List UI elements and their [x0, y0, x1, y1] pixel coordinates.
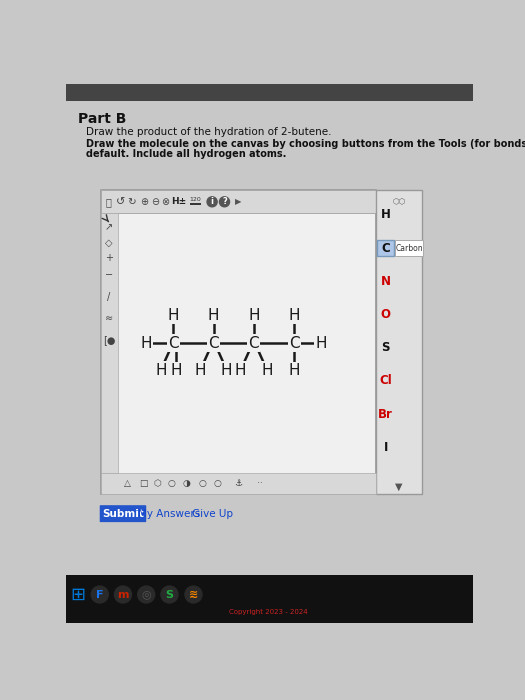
Text: ⊞: ⊞ [70, 585, 86, 603]
Text: ↺: ↺ [116, 197, 125, 206]
Text: H: H [208, 308, 219, 323]
Text: ⚓: ⚓ [234, 479, 243, 488]
Text: H: H [248, 308, 259, 323]
Text: ◑: ◑ [183, 479, 191, 488]
Text: Draw the product of the hydration of 2-butene.: Draw the product of the hydration of 2-b… [86, 127, 331, 137]
Text: m: m [117, 589, 129, 599]
FancyBboxPatch shape [100, 214, 118, 473]
FancyBboxPatch shape [100, 190, 375, 494]
Text: Part B: Part B [78, 113, 127, 127]
Text: C: C [248, 335, 259, 351]
Circle shape [185, 586, 202, 603]
Text: Submit: Submit [102, 509, 144, 519]
Text: △: △ [124, 479, 131, 488]
Text: default. Include all hydrogen atoms.: default. Include all hydrogen atoms. [86, 148, 286, 159]
Text: H: H [221, 363, 233, 377]
Text: Draw the molecule on the canvas by choosing buttons from the Tools (for bonds), : Draw the molecule on the canvas by choos… [86, 139, 525, 148]
Text: ◇: ◇ [106, 237, 113, 248]
Circle shape [114, 586, 131, 603]
Text: H: H [195, 363, 206, 377]
Text: 🗋: 🗋 [106, 197, 111, 206]
FancyBboxPatch shape [377, 240, 394, 256]
Circle shape [219, 197, 229, 206]
Text: H: H [316, 335, 327, 351]
Text: ⬡: ⬡ [153, 479, 161, 488]
Text: H: H [155, 363, 166, 377]
Circle shape [161, 586, 178, 603]
Text: ?: ? [222, 197, 227, 206]
Text: Copyright 2023 - 2024: Copyright 2023 - 2024 [229, 609, 308, 615]
Text: i: i [211, 197, 214, 206]
Text: ▼: ▼ [395, 482, 403, 491]
Text: ○: ○ [214, 479, 222, 488]
Text: My Answers: My Answers [138, 509, 200, 519]
FancyBboxPatch shape [66, 575, 472, 623]
Text: O: O [381, 308, 391, 321]
Text: +: + [105, 253, 113, 263]
Text: [●: [● [103, 335, 115, 345]
FancyBboxPatch shape [66, 84, 472, 101]
Text: H: H [381, 209, 391, 221]
Text: ⊕: ⊕ [140, 197, 148, 206]
FancyBboxPatch shape [375, 190, 422, 494]
Text: −: − [105, 270, 113, 280]
Text: H: H [288, 363, 300, 378]
Text: S: S [165, 589, 173, 599]
Text: ⊗: ⊗ [162, 197, 170, 206]
Text: H: H [261, 363, 273, 377]
Text: C: C [168, 335, 178, 351]
FancyBboxPatch shape [100, 505, 146, 522]
Text: Br: Br [378, 407, 393, 421]
Text: ··: ·· [257, 479, 262, 488]
Text: ○: ○ [198, 479, 206, 488]
Text: ↻: ↻ [127, 197, 136, 206]
Text: /: / [108, 291, 111, 302]
Text: H±: H± [171, 197, 186, 206]
Circle shape [207, 197, 217, 206]
Text: C: C [289, 335, 299, 351]
Text: ▶: ▶ [235, 197, 242, 206]
FancyBboxPatch shape [100, 190, 375, 214]
Text: ≈: ≈ [105, 313, 113, 323]
Text: ↗: ↗ [105, 222, 113, 232]
Text: ○: ○ [167, 479, 175, 488]
Text: F: F [96, 589, 103, 599]
Text: ◎: ◎ [141, 589, 151, 599]
Text: ⊖: ⊖ [151, 197, 159, 206]
FancyBboxPatch shape [395, 240, 423, 256]
Text: Carbon: Carbon [395, 244, 423, 253]
Text: H: H [167, 308, 179, 323]
Text: Give Up: Give Up [192, 509, 234, 519]
Text: H: H [235, 363, 246, 377]
Text: H: H [140, 335, 152, 351]
Text: Cl: Cl [380, 374, 392, 387]
Text: C: C [208, 335, 219, 351]
Text: H: H [171, 363, 182, 378]
Text: □: □ [139, 479, 148, 488]
Text: H: H [288, 308, 300, 323]
Text: I: I [383, 441, 388, 454]
FancyBboxPatch shape [100, 473, 375, 494]
Text: 120: 120 [189, 197, 201, 202]
Text: C: C [381, 241, 390, 255]
Text: ≋: ≋ [189, 589, 198, 599]
Circle shape [91, 586, 108, 603]
Circle shape [138, 586, 155, 603]
Text: N: N [381, 275, 391, 288]
Text: ⬡⬡: ⬡⬡ [392, 197, 405, 206]
Text: S: S [382, 341, 390, 354]
